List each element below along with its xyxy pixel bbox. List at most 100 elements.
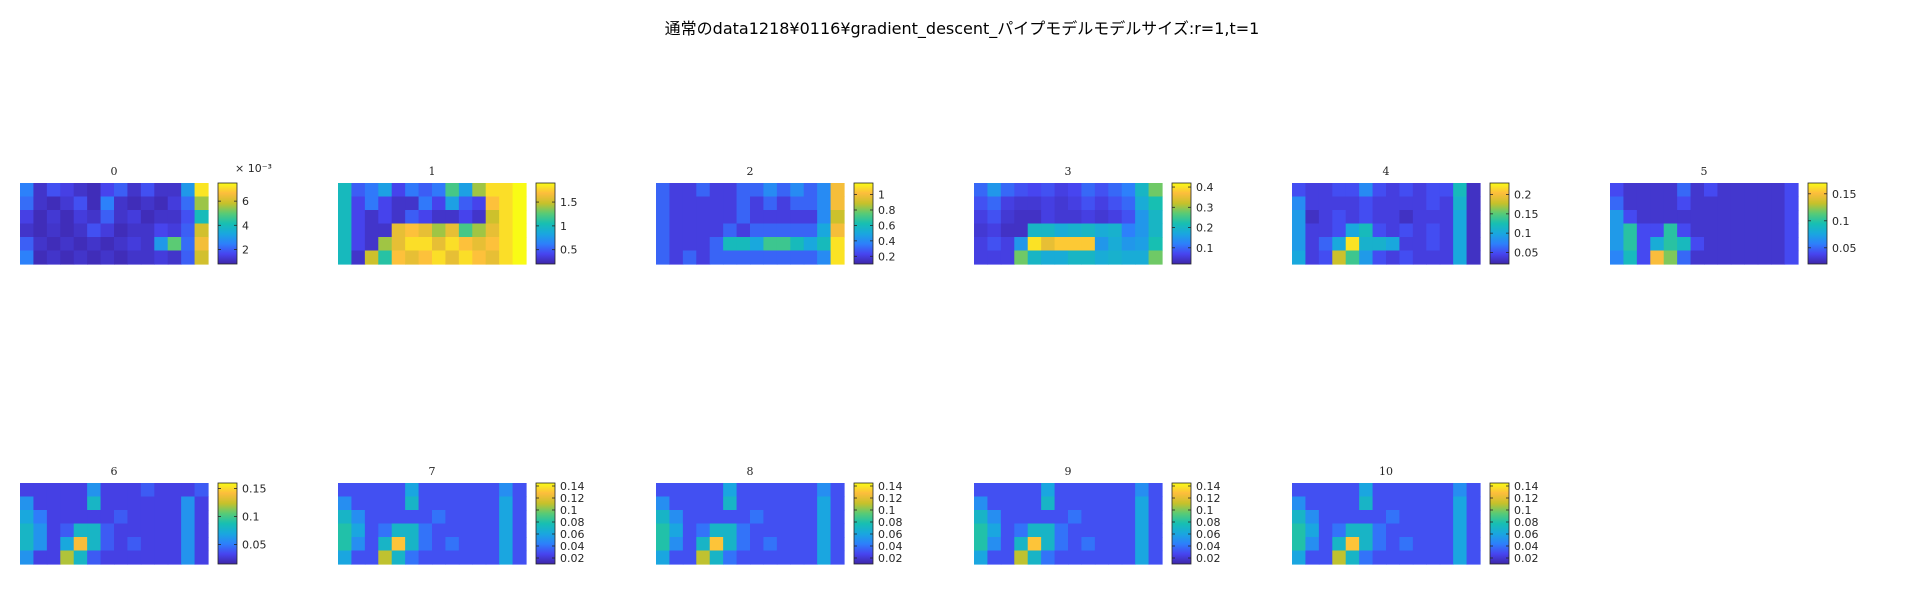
heatmap-cell xyxy=(1041,496,1056,511)
heatmap-cell xyxy=(830,223,845,238)
heatmap-cell xyxy=(73,196,88,211)
heatmap-cell xyxy=(1292,223,1307,238)
colorbar-tick-label: 0.6 xyxy=(878,219,896,232)
colorbar-tick-label: 1 xyxy=(560,220,567,233)
heatmap-cell xyxy=(1426,496,1441,511)
heatmap-cell xyxy=(682,237,697,252)
heatmap-cell xyxy=(1663,196,1678,211)
heatmap-cell xyxy=(1677,223,1692,238)
heatmap-cell xyxy=(472,250,487,265)
panel-title: 3 xyxy=(1065,165,1072,178)
heatmap-cell xyxy=(405,550,420,565)
heatmap-cell xyxy=(33,510,48,525)
heatmap-cell xyxy=(987,223,1002,238)
heatmap-cell xyxy=(736,510,751,525)
heatmap-cell xyxy=(114,210,129,225)
heatmap-cell xyxy=(1292,196,1307,211)
heatmap-cell xyxy=(723,237,738,252)
heatmap-cell xyxy=(1704,183,1719,198)
heatmap-cell xyxy=(709,523,724,538)
colorbar-tick-label: 6 xyxy=(242,195,249,208)
heatmap-cell xyxy=(391,537,406,552)
colorbar-tick-label: 0.04 xyxy=(1196,540,1221,553)
heatmap-cell xyxy=(1000,237,1015,252)
heatmap-cell xyxy=(1650,223,1665,238)
heatmap-cell xyxy=(499,483,514,498)
heatmap-cell xyxy=(1041,483,1056,498)
heatmap-cell xyxy=(114,496,129,511)
heatmap-cell xyxy=(1784,183,1799,198)
heatmap-cell xyxy=(1453,483,1468,498)
heatmap-cell xyxy=(338,196,353,211)
heatmap-cell xyxy=(114,183,129,198)
heatmap-cell xyxy=(1412,210,1427,225)
heatmap-cell xyxy=(1650,210,1665,225)
heatmap-cell xyxy=(1121,196,1136,211)
heatmap-cell xyxy=(1757,183,1772,198)
heatmap-cell xyxy=(830,183,845,198)
heatmap-cell xyxy=(1054,550,1069,565)
heatmap-cell xyxy=(127,496,142,511)
heatmap-cell xyxy=(499,550,514,565)
heatmap-cell xyxy=(46,523,61,538)
heatmap-cell xyxy=(458,237,473,252)
heatmap-cell xyxy=(1108,523,1123,538)
heatmap-cell xyxy=(1148,223,1163,238)
colorbar xyxy=(535,482,556,565)
heatmap-cell xyxy=(140,537,155,552)
heatmap-cell xyxy=(1305,550,1320,565)
heatmap-cell xyxy=(499,537,514,552)
heatmap-cell xyxy=(763,250,778,265)
heatmap-cell xyxy=(378,510,393,525)
heatmap-cell xyxy=(1345,523,1360,538)
heatmap-cell xyxy=(1081,537,1096,552)
heatmap-cell xyxy=(1148,496,1163,511)
colorbar-tick-label: 0.06 xyxy=(560,528,585,541)
heatmap-cell xyxy=(167,223,182,238)
heatmap-cell xyxy=(181,523,196,538)
colorbar-tick-label: 0.3 xyxy=(1196,201,1214,214)
heatmap-cell xyxy=(1663,223,1678,238)
heatmap-cell xyxy=(656,237,671,252)
heatmap-cell xyxy=(472,210,487,225)
heatmap-cell xyxy=(1332,223,1347,238)
colorbar-tick-label: 0.15 xyxy=(1832,188,1857,201)
heatmap-cell xyxy=(1305,537,1320,552)
heatmap-cell xyxy=(1292,523,1307,538)
heatmap-cell xyxy=(1081,523,1096,538)
heatmap-cell xyxy=(1345,510,1360,525)
heatmap-cell xyxy=(1359,183,1374,198)
heatmap-cell xyxy=(776,183,791,198)
heatmap-cell xyxy=(472,537,487,552)
heatmap-cell xyxy=(1108,237,1123,252)
heatmap-cell xyxy=(1148,537,1163,552)
colorbar-tick-label: 0.12 xyxy=(560,492,585,505)
heatmap-cell xyxy=(20,523,35,538)
heatmap-cell xyxy=(1318,196,1333,211)
heatmap-cell xyxy=(669,196,684,211)
heatmap-cell xyxy=(472,496,487,511)
heatmap-cell xyxy=(1744,223,1759,238)
heatmap-cell xyxy=(709,250,724,265)
heatmap-cell xyxy=(1650,237,1665,252)
heatmap-cell xyxy=(167,210,182,225)
heatmap-cell xyxy=(1744,183,1759,198)
heatmap-cell xyxy=(817,196,832,211)
heatmap-cell xyxy=(1623,250,1638,265)
heatmap-cell xyxy=(1292,237,1307,252)
heatmap-cell xyxy=(114,223,129,238)
heatmap-cell xyxy=(499,223,514,238)
heatmap-cell xyxy=(87,237,102,252)
heatmap-cell xyxy=(1094,237,1109,252)
heatmap-cell xyxy=(803,523,818,538)
heatmap-cell xyxy=(1717,223,1732,238)
heatmap-cell xyxy=(46,196,61,211)
heatmap-cell xyxy=(351,223,366,238)
heatmap-cell xyxy=(458,196,473,211)
heatmap-cell xyxy=(194,510,209,525)
heatmap-cell xyxy=(682,537,697,552)
heatmap-cell xyxy=(776,510,791,525)
colorbar-tick-label: 0.8 xyxy=(878,204,896,217)
heatmap-cell xyxy=(87,537,102,552)
